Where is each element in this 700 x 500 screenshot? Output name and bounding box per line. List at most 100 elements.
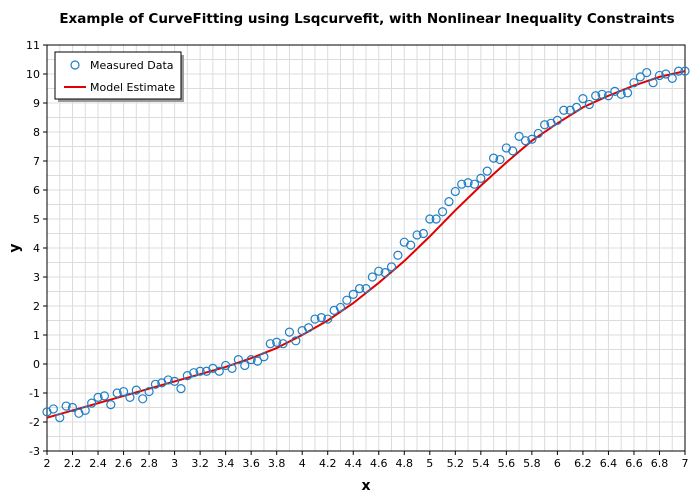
data-point <box>144 386 154 397</box>
data-point <box>680 66 690 76</box>
data-point <box>380 268 390 278</box>
data-point <box>112 388 122 398</box>
x-tick-label: 6.2 <box>574 457 592 470</box>
data-point <box>584 99 594 110</box>
x-tick-label: 3 <box>171 457 178 470</box>
legend: Measured Data Model Estimate <box>54 51 184 102</box>
data-point <box>259 352 269 362</box>
data-point <box>463 178 473 188</box>
data-point <box>622 88 633 98</box>
data-point <box>418 228 429 239</box>
x-tick-label: 2 <box>44 457 51 470</box>
x-tick-label: 5.8 <box>523 457 541 470</box>
data-point <box>99 391 110 401</box>
data-point <box>450 186 460 197</box>
x-tick-label: 4.8 <box>396 457 414 470</box>
data-point <box>323 314 333 324</box>
data-point <box>240 360 250 371</box>
x-tick-label: 6 <box>554 457 561 470</box>
data-point <box>170 376 180 386</box>
data-point <box>55 413 65 423</box>
data-point <box>335 302 346 313</box>
data-point <box>214 366 224 376</box>
data-point <box>176 384 186 394</box>
data-point <box>457 179 467 189</box>
legend-box <box>54 51 182 100</box>
data-point <box>476 173 486 183</box>
data-point <box>591 91 601 101</box>
y-tick-label: 10 <box>26 68 40 81</box>
x-tick-label: 4 <box>299 457 306 470</box>
data-point <box>278 339 288 349</box>
data-point <box>138 394 148 404</box>
data-point <box>348 289 358 299</box>
data-point <box>667 73 677 83</box>
y-axis-label: y <box>7 243 23 252</box>
x-axis-label: x <box>361 478 370 494</box>
data-point <box>265 339 275 349</box>
x-tick-label: 2.8 <box>140 457 158 470</box>
data-point <box>355 284 365 294</box>
y-tick-label: -3 <box>29 445 40 458</box>
x-tick-label: 6.8 <box>651 457 669 470</box>
x-tick-label: 3.6 <box>242 457 260 470</box>
x-tick-label: 5 <box>426 457 433 470</box>
data-point <box>495 154 505 165</box>
measured-data-markers <box>42 66 690 423</box>
x-tick-label: 2.4 <box>89 457 107 470</box>
data-point <box>246 355 256 365</box>
legend-label-model: Model Estimate <box>90 81 175 94</box>
data-point <box>674 66 684 76</box>
data-point <box>67 402 78 413</box>
x-tick-label: 3.4 <box>217 457 235 470</box>
data-point <box>661 69 671 79</box>
data-point <box>87 398 97 408</box>
y-tick-label: 8 <box>33 126 40 139</box>
data-point <box>552 115 563 126</box>
data-point <box>272 337 282 347</box>
data-point <box>533 128 543 139</box>
data-point <box>431 214 441 224</box>
data-point <box>361 284 371 294</box>
data-point <box>106 400 116 410</box>
x-tick-label: 5.4 <box>472 457 490 470</box>
data-point <box>559 105 569 115</box>
data-point <box>520 136 531 146</box>
y-tick-label: 9 <box>33 97 40 110</box>
y-tick-label: 1 <box>33 329 40 342</box>
data-point <box>386 262 397 272</box>
data-point <box>118 386 129 397</box>
data-point <box>578 94 588 104</box>
y-tick-label: 6 <box>33 184 40 197</box>
x-tick-label: 6.6 <box>625 457 643 470</box>
data-point <box>284 327 295 337</box>
data-point <box>310 314 320 324</box>
data-point <box>654 70 665 81</box>
data-point <box>648 78 658 88</box>
x-tick-label: 4.6 <box>370 457 388 470</box>
x-tick-labels: 2 2.2 2.4 2.6 2.8 3 3.2 3.4 3.6 3.8 4 4.2 4.4 4.6 4.8 5… <box>44 457 689 470</box>
data-point <box>635 72 645 82</box>
x-tick-label: 7 <box>682 457 689 470</box>
data-point <box>367 272 377 282</box>
data-point <box>93 392 103 402</box>
data-point <box>642 67 652 78</box>
data-point <box>227 363 237 373</box>
data-point <box>469 179 480 189</box>
legend-label-measured: Measured Data <box>90 59 174 72</box>
chart-title: Example of CurveFitting using Lsqcurvefi… <box>59 11 674 27</box>
data-point <box>603 91 614 101</box>
data-point <box>233 355 243 365</box>
x-tick-label: 3.2 <box>191 457 209 470</box>
data-point <box>444 197 454 207</box>
data-point <box>80 405 90 415</box>
x-tick-label: 5.6 <box>498 457 516 470</box>
data-point <box>514 131 524 141</box>
axis-ticks <box>43 44 686 455</box>
x-tick-label: 6.4 <box>600 457 618 470</box>
data-point <box>125 392 135 402</box>
data-point <box>571 102 582 112</box>
data-point <box>61 401 71 411</box>
data-point <box>252 356 263 366</box>
